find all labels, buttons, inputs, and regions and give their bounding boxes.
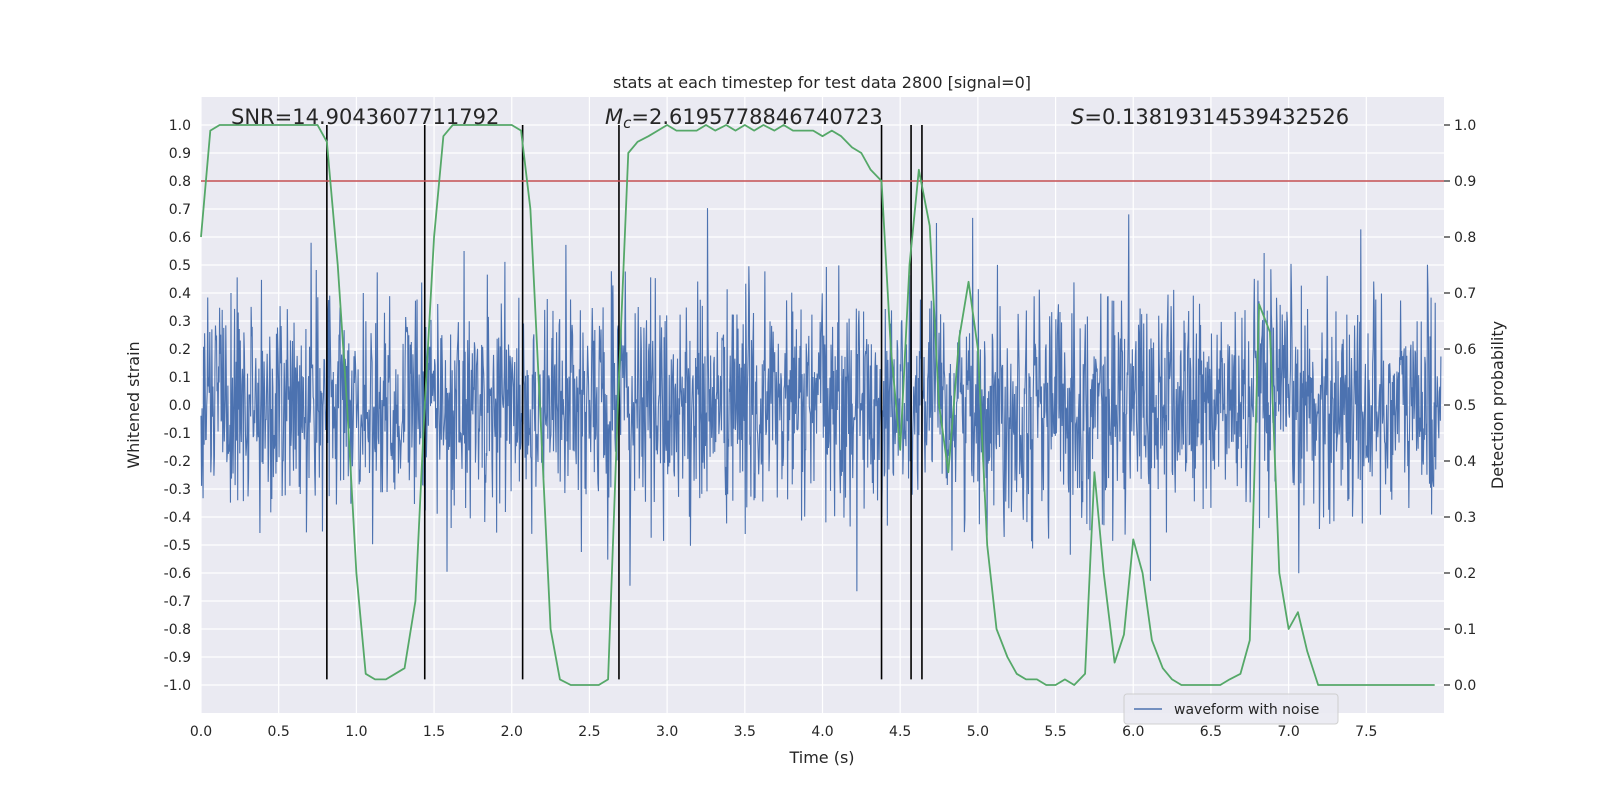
x-tick-label: 5.5 (1044, 724, 1066, 740)
y-left-tick-label: 1.0 (169, 118, 191, 134)
y-left-tick-label: 0.5 (169, 258, 191, 274)
y-right-axis-label: Detection probability (1488, 321, 1507, 489)
y-left-tick-label: 0.7 (169, 202, 191, 218)
vertical-markers (326, 125, 923, 680)
s-annotation: S=0.13819314539432526 (1071, 105, 1349, 129)
y-right-axis-ticks: 1.0 0.9 0.8 0.7 0.6 0.5 0.4 0.3 0.2 0.1 0.0 (1444, 118, 1476, 694)
y-left-tick-label: 0.3 (169, 314, 191, 330)
x-tick-label: 3.0 (656, 724, 678, 740)
x-tick-label: 4.5 (889, 724, 911, 740)
y-right-tick-label: 0.6 (1454, 342, 1476, 358)
x-tick-label: 7.0 (1277, 724, 1299, 740)
y-left-tick-label: 0.8 (169, 174, 191, 190)
y-left-tick-label: -0.6 (164, 566, 191, 582)
detection-probability-series (200, 124, 1435, 686)
y-left-tick-label: -0.1 (164, 426, 191, 442)
y-left-tick-label: -0.8 (164, 622, 191, 638)
chirp-mass-value: =2.6195778846740723 (631, 105, 882, 129)
y-right-tick-label: 0.7 (1454, 286, 1476, 302)
y-right-tick-label: 0.8 (1454, 230, 1476, 246)
s-symbol: S (1071, 105, 1084, 129)
chirp-mass-subscript: c (623, 114, 632, 132)
y-left-tick-label: -1.0 (164, 678, 191, 694)
y-left-tick-label: 0.6 (169, 230, 191, 246)
y-right-tick-label: 0.9 (1454, 174, 1476, 190)
legend: waveform with noise (1123, 693, 1339, 725)
x-tick-label: 2.5 (578, 724, 600, 740)
y-right-tick-label: 0.2 (1454, 566, 1476, 582)
y-right-tick-label: 0.3 (1454, 510, 1476, 526)
x-tick-label: 0.0 (190, 724, 212, 740)
waveform-series (200, 208, 1442, 592)
y-right-tick-label: 0.5 (1454, 398, 1476, 414)
y-left-tick-label: -0.2 (164, 454, 191, 470)
y-right-tick-label: 0.1 (1454, 622, 1476, 638)
x-tick-label: 1.0 (345, 724, 367, 740)
chirp-mass-symbol: M (605, 105, 623, 129)
x-tick-label: 6.0 (1122, 724, 1144, 740)
waveform-line (200, 208, 1442, 592)
y-left-tick-label: 0.1 (169, 370, 191, 386)
y-right-tick-label: 1.0 (1454, 118, 1476, 134)
y-left-tick-label: 0.9 (169, 146, 191, 162)
x-axis-ticks: 0.0 0.5 1.0 1.5 2.0 2.5 3.0 3.5 4.0 4.5 5.0 5.5 6.0 6… (190, 724, 1378, 740)
s-value: =0.13819314539432526 (1084, 105, 1349, 129)
y-left-tick-label: 0.0 (169, 398, 191, 414)
x-tick-label: 3.5 (734, 724, 756, 740)
legend-frame (1123, 693, 1339, 725)
y-left-tick-label: -0.9 (164, 650, 191, 666)
x-tick-label: 6.5 (1200, 724, 1222, 740)
y-left-tick-label: -0.4 (164, 510, 191, 526)
chart-title: stats at each timestep for test data 280… (613, 73, 1031, 92)
x-tick-label: 2.0 (501, 724, 523, 740)
y-left-tick-label: -0.3 (164, 482, 191, 498)
probability-line (200, 124, 1435, 686)
snr-annotation: SNR=14.9043607711792 (231, 105, 499, 129)
chirp-mass-annotation: Mc=2.6195778846740723 (605, 105, 883, 132)
y-left-axis-label: Whitened strain (124, 341, 143, 468)
x-tick-label: 4.0 (811, 724, 833, 740)
legend-label: waveform with noise (1174, 702, 1319, 718)
x-axis-label: Time (s) (788, 748, 854, 767)
y-right-tick-label: 0.4 (1454, 454, 1476, 470)
y-left-axis-ticks: 1.0 0.9 0.8 0.7 0.6 0.5 0.4 0.3 0.2 0.1 0.0 -0.1 -0.… (164, 118, 191, 694)
x-tick-label: 7.5 (1355, 724, 1377, 740)
y-left-tick-label: 0.2 (169, 342, 191, 358)
y-left-tick-label: -0.5 (164, 538, 191, 554)
x-tick-label: 1.5 (423, 724, 445, 740)
y-left-tick-label: -0.7 (164, 594, 191, 610)
x-tick-label: 0.5 (268, 724, 290, 740)
y-right-tick-label: 0.0 (1454, 678, 1476, 694)
x-tick-label: 5.0 (967, 724, 989, 740)
y-left-tick-label: 0.4 (169, 286, 191, 302)
